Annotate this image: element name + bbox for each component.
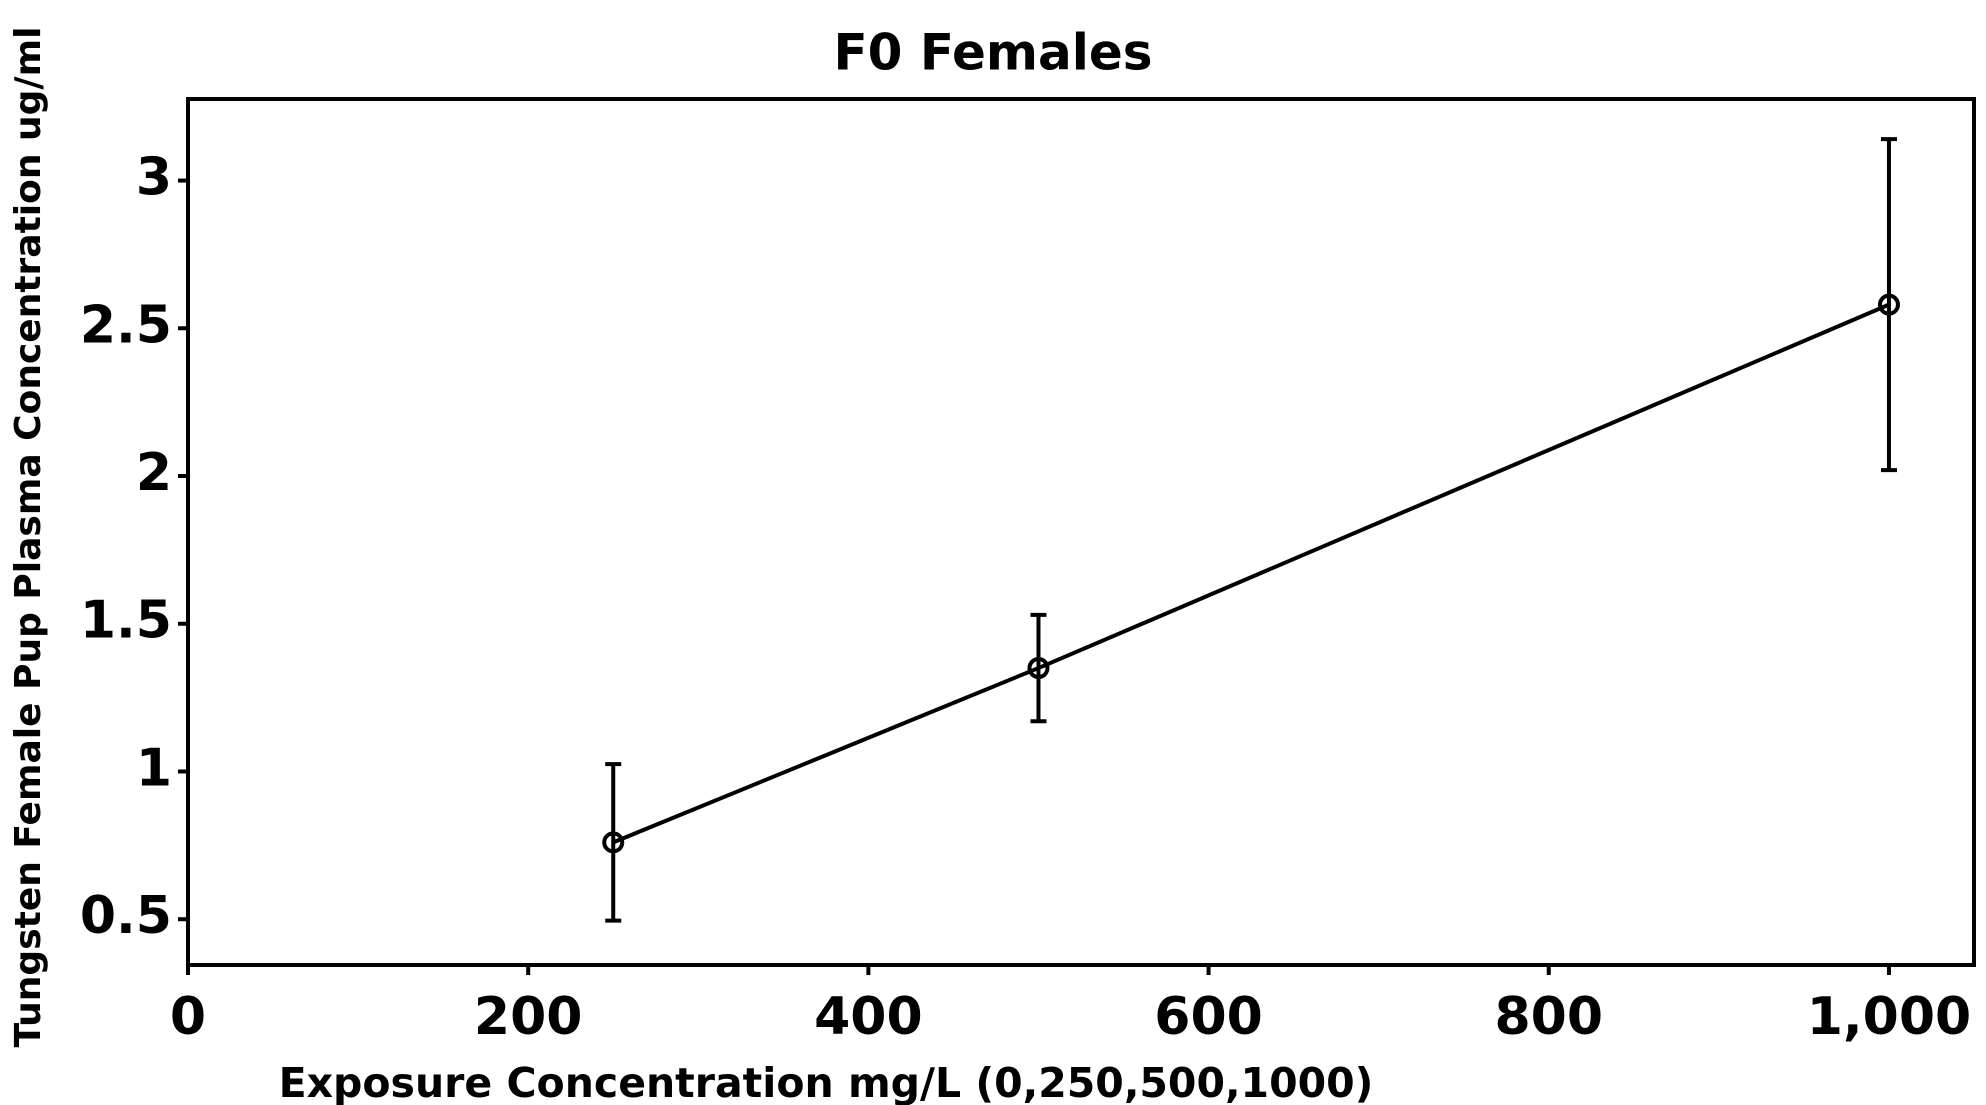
y-tick-label: 2.5 [80,295,172,355]
x-tick-label: 200 [474,987,583,1047]
y-tick-label: 2 [136,443,172,503]
x-axis-label: Exposure Concentration mg/L (0,250,500,1… [279,1059,1374,1105]
error-bar [605,762,622,923]
data-point [1877,293,1900,316]
x-tick-label: 1,000 [1807,987,1971,1047]
error-bar [1880,137,1897,473]
y-tick-label: 1 [136,738,172,798]
y-tick-label: 1.5 [80,591,172,651]
error-bar [1030,612,1047,724]
y-tick-label: 0.5 [80,886,172,946]
x-tick-label: 600 [1154,987,1263,1047]
data-point [602,831,625,854]
x-tick-label: 400 [814,987,923,1047]
chart-title: F0 Females [833,24,1152,82]
y-tick-label: 3 [136,148,172,208]
data-point [1027,657,1050,680]
y-axis-label: Tungsten Female Pup Plasma Concentration… [8,27,49,1048]
x-tick-label: 0 [170,987,206,1047]
data-line [612,302,1890,845]
x-tick-label: 800 [1494,987,1603,1047]
plot-frame [186,97,1976,967]
